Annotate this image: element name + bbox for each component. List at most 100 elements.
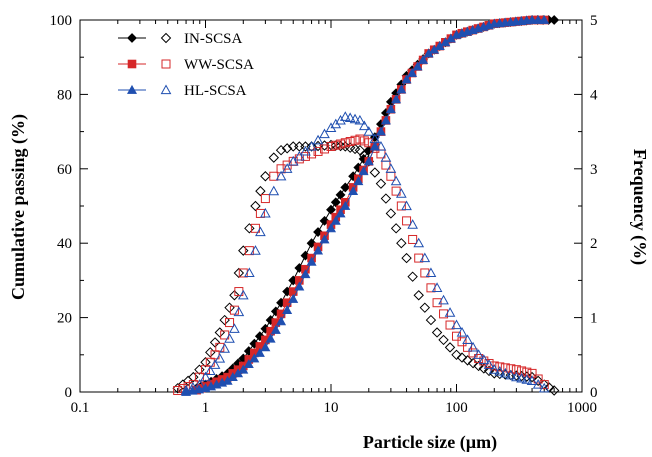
y-right-tick-label: 5 — [590, 13, 598, 29]
frequency-point — [425, 314, 437, 326]
frequency-point — [300, 151, 310, 161]
legend-open-marker — [161, 59, 171, 69]
cumulative-point — [527, 14, 538, 24]
frequency-point — [359, 120, 370, 131]
frequency-point — [335, 140, 346, 152]
frequency-point — [473, 349, 484, 359]
frequency-point — [244, 223, 255, 234]
cumulative-point — [412, 61, 423, 71]
frequency-point — [313, 146, 323, 156]
frequency-point — [214, 352, 226, 363]
cumulative-point — [549, 15, 560, 25]
frequency-point — [294, 141, 305, 152]
y-left-axis-title: Cumulative passing (%) — [8, 114, 29, 300]
frequency-point — [538, 382, 550, 393]
cumulative-point — [340, 182, 351, 193]
frequency-point — [260, 171, 271, 182]
frequency-point — [407, 271, 418, 282]
cumulative-point — [385, 104, 396, 114]
x-tick-label: 1000 — [567, 400, 597, 416]
frequency-point — [462, 334, 473, 345]
frequency-point — [526, 371, 538, 383]
frequency-point — [385, 163, 397, 173]
cumulative-point — [340, 200, 351, 210]
x-tick-label: 0.1 — [71, 400, 90, 416]
frequency-point — [499, 367, 511, 378]
frequency-point — [532, 375, 544, 387]
frequency-point — [385, 208, 397, 219]
frequency-point — [408, 234, 418, 244]
frequency-point — [478, 363, 490, 374]
frequency-point — [426, 283, 436, 293]
cumulative-point — [363, 156, 374, 166]
frequency-point — [215, 342, 225, 352]
frequency-point — [224, 333, 235, 343]
frequency-point — [483, 359, 495, 369]
frequency-point — [420, 268, 430, 278]
cumulative-point — [391, 94, 402, 104]
series-hl-scsa — [180, 14, 550, 396]
frequency-point — [219, 343, 231, 353]
frequency-point — [438, 294, 449, 305]
frequency-point — [444, 307, 456, 317]
frequency-point — [375, 178, 387, 189]
frequency-point — [489, 361, 499, 371]
frequency-point — [173, 386, 183, 396]
legend: IN-SCSA WW-SCSA HL-SCSA — [118, 31, 254, 99]
frequency-point — [402, 216, 412, 226]
frequency-point — [425, 267, 437, 278]
frequency-point — [401, 200, 412, 211]
frequency-point — [516, 372, 527, 383]
frequency-point — [479, 356, 489, 366]
legend-item-ww-scsa: WW-SCSA — [118, 57, 254, 73]
cumulative-point — [270, 324, 281, 334]
cumulative-point — [348, 186, 359, 196]
frequency-point — [269, 171, 279, 181]
x-axis-title: Particle size (µm) — [363, 432, 497, 453]
frequency-point — [380, 193, 392, 204]
cumulative-line — [196, 19, 545, 391]
frequency-point — [533, 374, 543, 384]
frequency-point — [380, 152, 392, 162]
frequency-point — [548, 385, 560, 396]
cumulative-point — [288, 293, 299, 303]
cumulative-point — [294, 281, 305, 291]
frequency-point — [354, 114, 366, 125]
frequency-point — [339, 111, 351, 121]
legend-item-hl-scsa: HL-SCSA — [118, 83, 247, 99]
frequency-point — [229, 290, 240, 301]
frequency-point — [268, 185, 280, 196]
frequency-point — [521, 374, 533, 384]
cumulative-point — [265, 333, 276, 343]
y-right-axis-title: Frequency (%) — [629, 149, 650, 265]
frequency-point — [250, 200, 261, 212]
frequency-point — [244, 246, 254, 256]
frequency-point — [319, 128, 330, 139]
frequency-point — [200, 357, 211, 368]
frequency-point — [451, 349, 462, 361]
frequency-point — [260, 207, 271, 218]
frequency-point — [369, 167, 381, 178]
cumulative-point — [407, 67, 418, 77]
x-tick-label: 1 — [202, 400, 210, 416]
y-left-tick-label: 20 — [57, 311, 72, 327]
frequency-point — [312, 134, 324, 145]
frequency-point — [457, 337, 467, 347]
cumulative-point — [533, 14, 544, 24]
frequency-point — [354, 144, 366, 156]
y-right-tick-label: 1 — [590, 311, 598, 327]
frequency-point — [330, 140, 341, 151]
frequency-point — [473, 360, 484, 372]
y-left-tick-label: 60 — [57, 162, 72, 178]
frequency-point — [462, 355, 473, 366]
frequency-point — [478, 354, 490, 364]
frequency-point — [260, 194, 270, 204]
legend-open-marker — [160, 32, 172, 44]
frequency-point — [281, 163, 293, 173]
frequency-point — [500, 363, 510, 373]
frequency-point — [209, 359, 221, 369]
cumulative-point — [335, 208, 346, 218]
frequency-point — [467, 357, 479, 369]
frequency-point — [494, 366, 506, 376]
cumulative-point — [254, 347, 265, 357]
